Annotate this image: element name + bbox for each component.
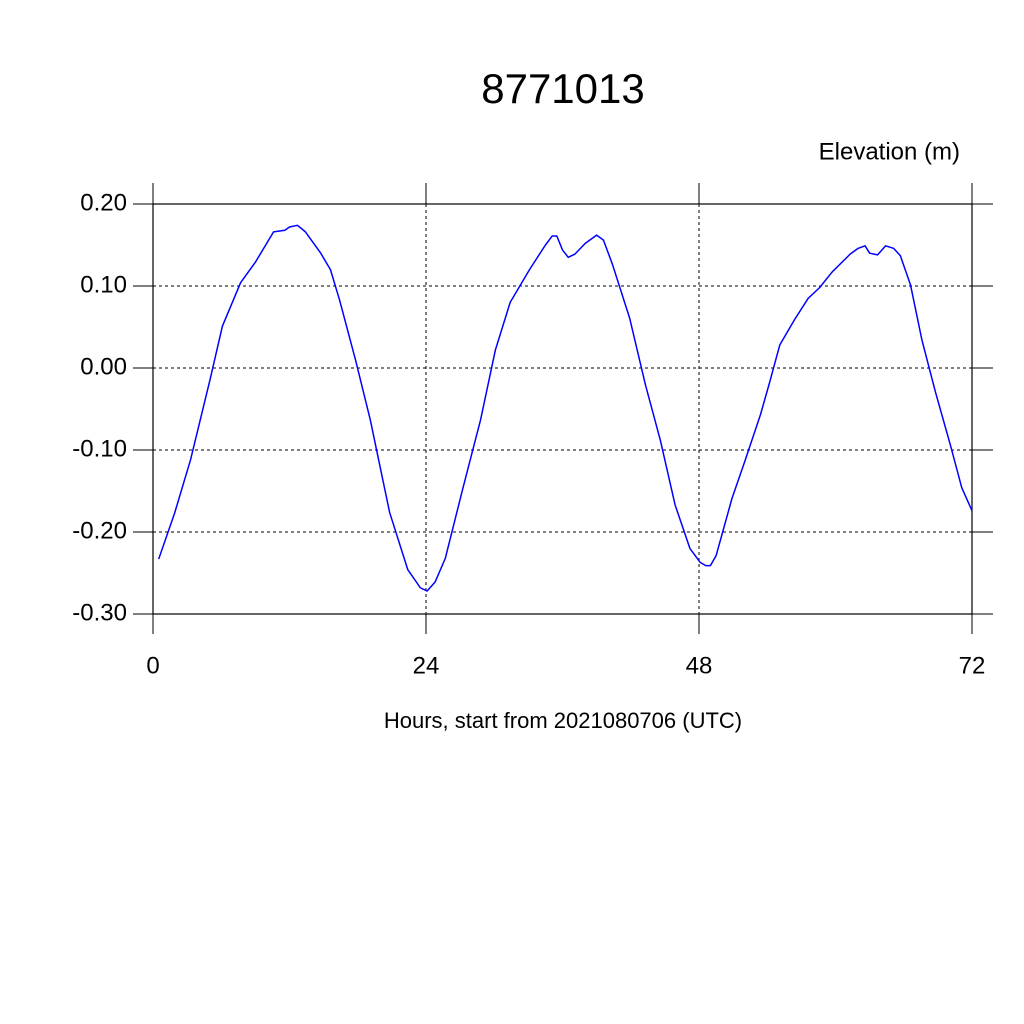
x-tick-label: 24 [413,652,440,679]
y-tick-label: 0.20 [80,189,127,216]
y-axis-label: Elevation (m) [819,138,960,165]
y-tick-label: 0.00 [80,353,127,380]
plot-frame [152,203,973,615]
y-tick-label: 0.10 [80,271,127,298]
y-tick-label: -0.30 [72,599,127,626]
x-tick-label: 0 [146,652,159,679]
y-tick-label: -0.20 [72,517,127,544]
x-tick-label: 48 [686,652,713,679]
y-tick-label: -0.10 [72,435,127,462]
chart-title: 8771013 [481,65,645,112]
x-axis-label: Hours, start from 2021080706 (UTC) [384,708,742,733]
x-tick-label: 72 [959,652,986,679]
data-line [157,224,973,592]
